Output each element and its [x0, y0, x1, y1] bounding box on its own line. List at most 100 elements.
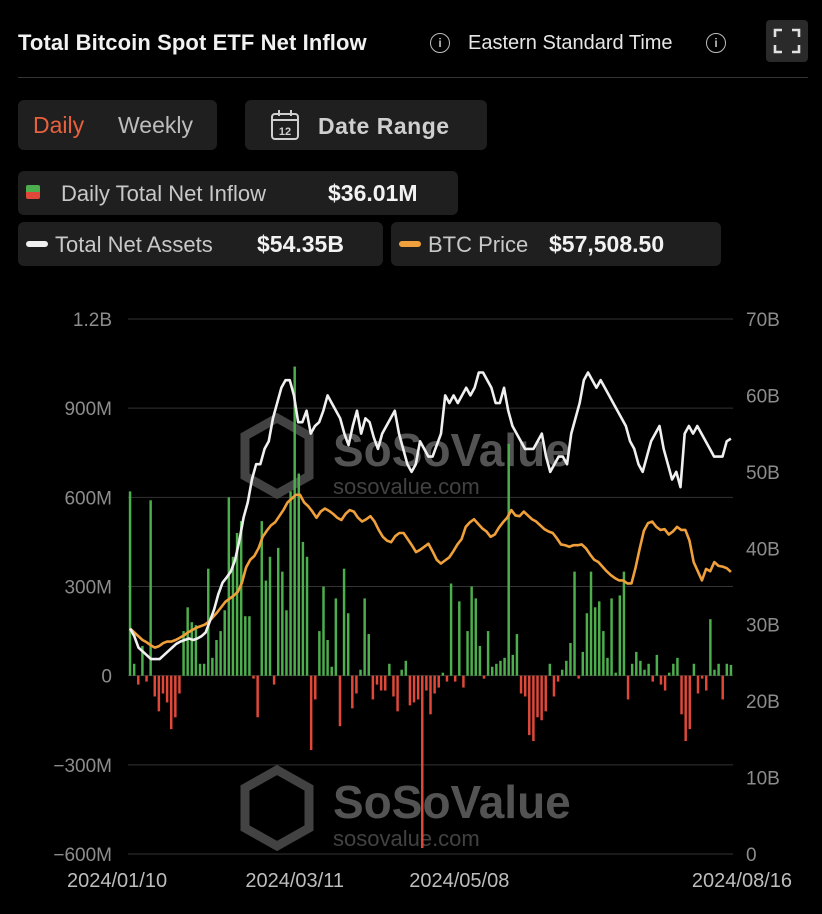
- inflow-bar: [412, 675, 416, 703]
- inflow-bar: [569, 642, 572, 676]
- inflow-bar: [602, 631, 605, 676]
- inflow-bar: [227, 497, 231, 676]
- inflow-bar: [223, 610, 226, 676]
- btc-price-line: [129, 493, 732, 649]
- inflow-bar: [478, 645, 482, 676]
- inflow-bar: [684, 675, 687, 742]
- inflow-bar: [375, 675, 379, 685]
- left-tick-label: 1.2B: [73, 310, 112, 331]
- inflow-bar: [528, 675, 531, 736]
- watermark-brand: SoSoValue: [333, 776, 571, 828]
- inflow-bar: [532, 675, 535, 742]
- inflow-bar: [672, 663, 675, 676]
- fullscreen-icon: [773, 28, 801, 54]
- inflow-bar: [503, 657, 506, 676]
- inflow-bar: [239, 521, 243, 676]
- inflow-bar: [128, 491, 132, 676]
- weekly-tab[interactable]: Weekly: [118, 112, 193, 138]
- inflow-bar: [396, 675, 399, 712]
- inflow-bar: [618, 595, 622, 676]
- inflow-bar: [729, 664, 733, 676]
- inflow-bar: [186, 607, 189, 676]
- left-tick-label: −300M: [53, 756, 112, 777]
- inflow-bar: [342, 568, 346, 676]
- inflow-bar: [647, 663, 650, 676]
- inflow-bar: [215, 640, 218, 676]
- legend-daily-inflow[interactable]: Daily Total Net Inflow $36.01M: [18, 171, 458, 215]
- date-range-label: Date Range: [318, 113, 450, 139]
- inflow-bar: [260, 521, 263, 676]
- inflow-bar: [252, 675, 255, 679]
- fullscreen-button[interactable]: [766, 20, 808, 62]
- inflow-bar: [421, 675, 424, 849]
- inflow-bar: [663, 675, 667, 691]
- left-axis-ticks: 1.2B 900M 600M 300M 0 −300M −600M: [53, 310, 112, 866]
- inflow-swatch: [26, 185, 40, 199]
- inflow-bar: [635, 651, 638, 676]
- info-icon[interactable]: i: [430, 33, 450, 53]
- legend-inflow-label: Daily Total Net Inflow: [61, 181, 267, 206]
- inflow-bar: [540, 675, 543, 721]
- inflow-bar: [548, 663, 552, 676]
- inflow-bar: [268, 556, 272, 676]
- inflow-bar: [523, 675, 527, 697]
- watermark-logo-icon: [240, 412, 314, 500]
- inflow-bar: [326, 640, 329, 676]
- inflow-bar: [659, 675, 663, 685]
- inflow-bar: [495, 663, 498, 676]
- right-tick-label: 40B: [746, 539, 780, 560]
- calendar-icon: 12: [271, 110, 299, 140]
- inflow-bar: [622, 571, 626, 676]
- inflow-bar: [606, 657, 609, 676]
- inflow-bar: [178, 675, 181, 694]
- date-range-button[interactable]: 12 Date Range: [245, 100, 487, 150]
- timezone-label[interactable]: Eastern Standard Time: [468, 32, 673, 54]
- inflow-bar: [688, 675, 692, 730]
- inflow-bar: [536, 675, 539, 718]
- inflow-bar: [289, 491, 292, 676]
- right-tick-label: 50B: [746, 463, 780, 484]
- legend-total-net-assets[interactable]: Total Net Assets $54.35B: [18, 222, 383, 266]
- inflow-bar: [149, 500, 152, 676]
- inflow-bar: [491, 666, 494, 676]
- legend-price-label: BTC Price: [428, 232, 529, 257]
- inflow-bar: [577, 675, 580, 679]
- timezone-info-icon[interactable]: i: [706, 33, 726, 53]
- inflow-bar: [198, 663, 202, 676]
- inflow-bar: [301, 541, 305, 676]
- inflow-bar: [519, 675, 523, 694]
- inflow-bar: [404, 660, 408, 676]
- inflow-bar: [713, 669, 716, 676]
- inflow-bar: [141, 645, 144, 676]
- x-axis-labels: 2024/01/10 2024/03/11 2024/05/08 2024/08/16: [67, 870, 792, 892]
- inflow-bar: [194, 625, 198, 676]
- inflow-bar: [363, 598, 366, 676]
- inflow-bar: [581, 651, 585, 676]
- inflow-bar: [182, 631, 185, 676]
- inflow-bar: [499, 660, 502, 676]
- inflow-bar: [655, 654, 659, 676]
- x-tick-label: 2024/01/10: [67, 870, 167, 892]
- inflow-bar: [281, 571, 284, 676]
- legend-assets-value: $54.35B: [257, 231, 344, 257]
- legend-price-value: $57,508.50: [549, 231, 665, 257]
- right-tick-label: 70B: [746, 310, 780, 331]
- price-swatch: [399, 241, 421, 247]
- left-tick-label: 900M: [64, 399, 112, 420]
- inflow-bar: [470, 586, 473, 676]
- chart-canvas[interactable]: SoSoValuesosovalue.comSoSoValuesosovalue…: [0, 280, 822, 900]
- inflow-bar: [585, 613, 589, 676]
- inflow-bar: [692, 663, 696, 676]
- inflow-bar: [651, 675, 654, 682]
- right-tick-label: 20B: [746, 692, 780, 713]
- x-tick-label: 2024/08/16: [692, 870, 792, 892]
- inflow-bar: [355, 675, 358, 694]
- inflow-bar: [511, 654, 515, 676]
- legend-btc-price[interactable]: BTC Price $57,508.50: [391, 222, 721, 266]
- daily-tab[interactable]: Daily: [33, 112, 85, 138]
- inflow-bar: [717, 663, 720, 676]
- inflow-bars: [128, 366, 733, 849]
- inflow-bar: [626, 675, 630, 700]
- inflow-bar: [318, 631, 321, 676]
